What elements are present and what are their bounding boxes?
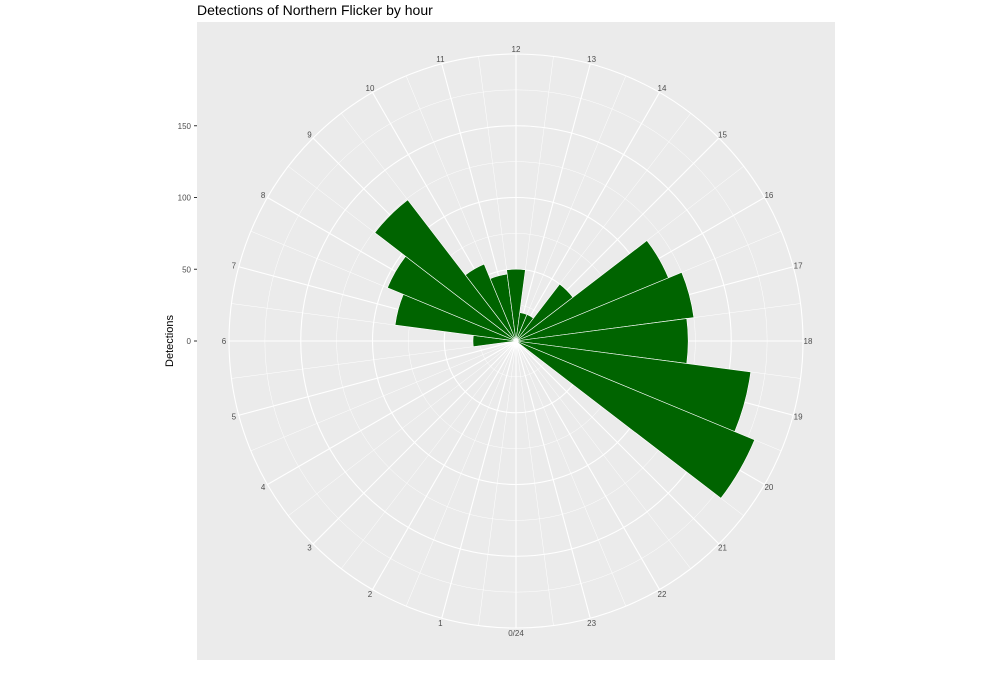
y-axis-title: Detections [164, 315, 176, 367]
hour-tick-label: 5 [232, 413, 237, 422]
hour-tick-label: 14 [658, 84, 667, 93]
grid-spoke-minor [515, 75, 627, 342]
grid-layer [228, 53, 804, 629]
hour-tick-label: 6 [222, 337, 227, 346]
bar-hour-12 [506, 268, 526, 342]
hour-label-layer: 0/24123456789101112131415161718192021222… [222, 45, 813, 638]
hour-tick-label: 15 [718, 131, 727, 140]
y-tick-label: 0 [187, 337, 192, 346]
hour-tick-label: 20 [764, 483, 773, 492]
grid-spoke-minor [250, 340, 517, 452]
grid-spoke-minor [288, 340, 517, 516]
grid-spoke-minor [515, 340, 691, 569]
hour-tick-label: 8 [261, 191, 266, 200]
hour-tick-label: 0/24 [508, 629, 524, 638]
chart-title: Detections of Northern Flicker by hour [197, 2, 433, 18]
grid-spoke-major [515, 340, 720, 545]
hour-tick-label: 3 [307, 544, 312, 553]
grid-spoke-major [312, 340, 517, 545]
grid-spoke-major [515, 340, 591, 619]
grid-spoke-major [515, 92, 660, 342]
grid-spoke-major [238, 340, 517, 416]
grid-spoke-minor [515, 340, 627, 607]
hour-tick-label: 2 [368, 590, 373, 599]
grid-spoke-major [441, 340, 517, 619]
grid-spoke-minor [231, 340, 517, 379]
hour-tick-label: 11 [436, 55, 445, 64]
grid-spoke-minor [341, 340, 517, 569]
grid-spoke-major [515, 340, 660, 590]
bar-hour-20 [515, 340, 756, 499]
grid-spoke-minor [478, 340, 517, 626]
hour-tick-label: 10 [366, 84, 375, 93]
grid-spoke-minor [515, 340, 554, 626]
hour-tick-label: 4 [261, 483, 266, 492]
y-tick-label: 100 [178, 194, 192, 203]
bar-hour-9 [374, 199, 517, 342]
grid-spoke-major [372, 340, 517, 590]
hour-tick-label: 22 [658, 590, 667, 599]
grid-spoke-major [267, 340, 517, 485]
bar-hour-17 [515, 271, 695, 342]
bar-layer [374, 199, 756, 499]
y-tick-label: 150 [178, 122, 192, 131]
hour-tick-label: 9 [307, 131, 312, 140]
hour-tick-label: 21 [718, 544, 727, 553]
hour-tick-label: 23 [587, 619, 596, 628]
hour-tick-label: 18 [804, 337, 813, 346]
grid-spoke-major [515, 63, 591, 342]
bar-hour-10 [464, 263, 517, 342]
grid-spoke-minor [405, 340, 517, 607]
hour-tick-label: 7 [232, 261, 237, 270]
hour-tick-label: 1 [438, 619, 443, 628]
hour-tick-label: 13 [587, 55, 596, 64]
y-axis: 0 50 100 150 [178, 122, 197, 346]
hour-tick-label: 19 [794, 413, 803, 422]
y-tick-label: 50 [182, 265, 191, 274]
hour-tick-label: 16 [764, 191, 773, 200]
hour-tick-label: 17 [794, 261, 803, 270]
hour-tick-label: 12 [512, 45, 521, 54]
